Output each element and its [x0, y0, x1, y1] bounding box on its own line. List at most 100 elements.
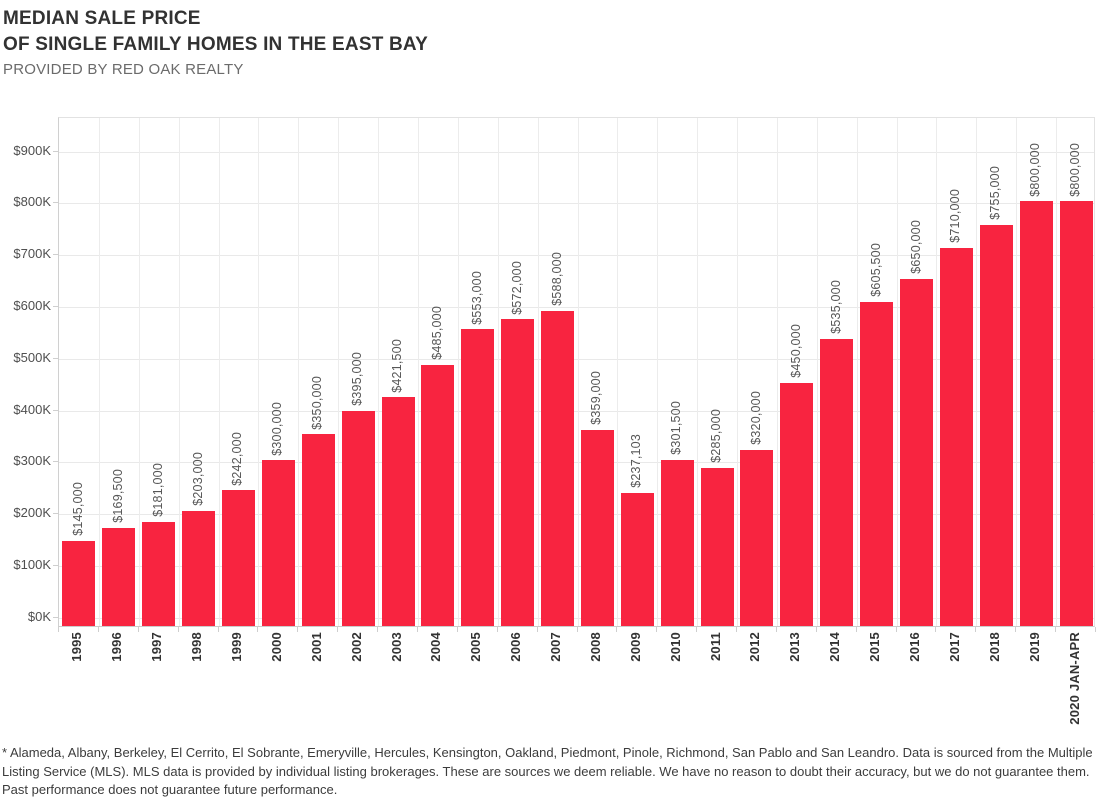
gridline-horizontal — [59, 410, 1094, 412]
x-axis-tick — [337, 627, 338, 632]
bar-value-label: $395,000 — [350, 352, 365, 407]
gridline-vertical — [936, 118, 937, 626]
gridline-vertical — [498, 118, 499, 626]
x-axis-label: 2009 — [627, 632, 643, 662]
bar — [102, 527, 136, 626]
x-axis-label: 1997 — [149, 632, 165, 662]
x-axis-label: 2018 — [986, 632, 1002, 662]
bar — [820, 338, 854, 626]
x-axis-tick — [935, 627, 936, 632]
bar-value-label: $535,000 — [828, 279, 843, 334]
gridline-vertical — [99, 118, 100, 626]
x-axis-tick — [178, 627, 179, 632]
x-axis-tick — [297, 627, 298, 632]
bar — [261, 460, 295, 626]
x-axis-tick — [816, 627, 817, 632]
gridline-vertical — [617, 118, 618, 626]
x-axis-label: 1999 — [228, 632, 244, 662]
gridline-vertical — [817, 118, 818, 626]
gridline-horizontal — [59, 255, 1094, 257]
bar — [740, 449, 774, 626]
bar-value-label: $350,000 — [310, 375, 325, 430]
bar-value-label: $421,500 — [390, 338, 405, 393]
gridline-vertical — [458, 118, 459, 626]
gridline-vertical — [737, 118, 738, 626]
bar-value-label: $242,000 — [230, 431, 245, 486]
bar — [221, 490, 255, 626]
x-axis-tick — [856, 627, 857, 632]
x-axis-label: 1996 — [109, 632, 125, 662]
bar — [700, 468, 734, 626]
bar-value-label: $285,000 — [709, 409, 724, 464]
y-axis-tick — [53, 305, 58, 307]
bar-value-label: $359,000 — [589, 371, 604, 425]
x-axis-label: 2013 — [787, 632, 803, 662]
gridline-vertical — [777, 118, 778, 626]
gridline-vertical — [578, 118, 579, 626]
chart-title-line-2: OF SINGLE FAMILY HOMES IN THE EAST BAY — [3, 34, 428, 55]
x-axis-label: 2003 — [388, 632, 404, 662]
gridline-horizontal — [59, 462, 1094, 464]
bar — [341, 411, 375, 626]
x-axis-tick — [656, 627, 657, 632]
plot-area: $145,000 $169,500 $181,000 $203,000 $242,000… — [58, 117, 1095, 627]
x-axis-tick — [138, 627, 139, 632]
x-axis-tick — [577, 627, 578, 632]
gridline-horizontal — [59, 203, 1094, 205]
gridline-vertical — [418, 118, 419, 626]
x-axis-tick — [1095, 627, 1096, 632]
x-axis-label: 2015 — [867, 632, 883, 662]
y-axis-label: $200K — [13, 505, 51, 521]
bar — [939, 248, 973, 626]
bar-value-label: $450,000 — [788, 323, 803, 378]
y-axis-tick — [53, 461, 58, 463]
x-axis-label: 2012 — [747, 632, 763, 662]
y-axis-tick — [53, 564, 58, 566]
y-axis-tick — [53, 616, 58, 618]
gridline-vertical — [258, 118, 259, 626]
x-axis-label: 2004 — [428, 632, 444, 662]
x-axis-tick — [497, 627, 498, 632]
gridline-vertical — [857, 118, 858, 626]
bar-value-label: $800,000 — [1028, 142, 1043, 197]
bar — [1059, 201, 1093, 626]
bar-value-label: $237,103 — [629, 434, 644, 488]
gridline-vertical — [697, 118, 698, 626]
x-axis-tick — [616, 627, 617, 632]
bar-value-label: $710,000 — [948, 189, 963, 244]
y-axis-label: $0K — [27, 608, 51, 624]
x-axis-label: 2014 — [827, 632, 843, 662]
y-axis-tick — [53, 357, 58, 359]
bar — [620, 492, 654, 626]
bar-value-label: $800,000 — [1068, 142, 1083, 197]
x-axis-label: 2007 — [548, 632, 564, 662]
x-axis-label: 2008 — [587, 632, 603, 662]
bar-value-label: $605,500 — [868, 243, 883, 298]
bar-value-label: $203,000 — [190, 451, 205, 506]
gridline-horizontal — [59, 617, 1094, 619]
chart-title-line-1: MEDIAN SALE PRICE — [3, 8, 201, 29]
bar-value-label: $169,500 — [110, 469, 125, 523]
bar-value-label: $553,000 — [469, 270, 484, 325]
bar — [301, 434, 335, 626]
x-axis-label: 2016 — [907, 632, 923, 662]
gridline-vertical — [1016, 118, 1017, 626]
x-axis-tick — [1055, 627, 1056, 632]
gridline-horizontal — [59, 358, 1094, 360]
bar — [900, 279, 934, 626]
bar-value-label: $301,500 — [669, 400, 684, 455]
bar-value-label: $755,000 — [988, 165, 1003, 220]
x-axis-label: 2019 — [1026, 632, 1042, 662]
x-axis-label: 1998 — [189, 632, 205, 662]
gridline-vertical — [338, 118, 339, 626]
x-axis-label: 2005 — [468, 632, 484, 662]
x-axis-tick — [377, 627, 378, 632]
bar — [62, 540, 96, 626]
bar-value-label: $572,000 — [509, 260, 524, 315]
bar — [142, 521, 176, 626]
y-axis-tick — [53, 150, 58, 152]
gridline-vertical — [1056, 118, 1057, 626]
bar — [979, 224, 1013, 626]
bar — [421, 364, 455, 626]
